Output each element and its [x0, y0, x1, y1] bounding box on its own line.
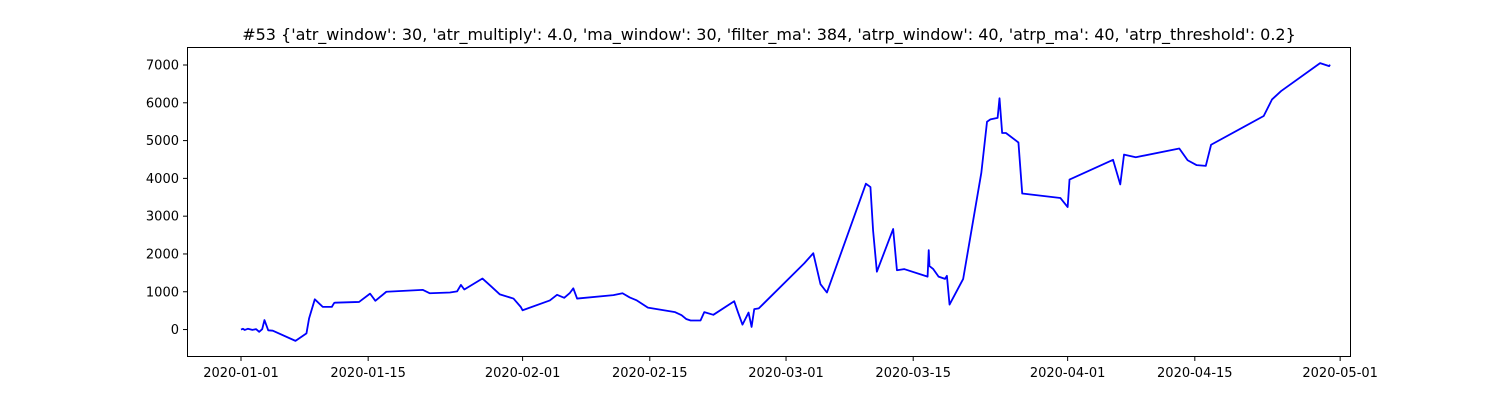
- y-tick-label: 2000: [146, 247, 179, 262]
- x-tick-label: 2020-01-15: [330, 366, 406, 381]
- y-tick-label: 4000: [146, 172, 179, 187]
- x-tick-label: 2020-02-01: [485, 366, 561, 381]
- axes: 2020-01-01 2020-01-15 2020-02-01 2020-02-15…: [146, 59, 1378, 381]
- y-tick-label: 6000: [146, 96, 179, 111]
- y-tick-label: 7000: [146, 59, 179, 74]
- plot-frame: [187, 47, 1351, 357]
- x-tick-label: 2020-04-01: [1030, 366, 1106, 381]
- x-tick-label: 2020-01-01: [203, 366, 279, 381]
- x-tick-label: 2020-02-15: [612, 366, 688, 381]
- chart-title: #53 {'atr_window': 30, 'atr_multiply': 4…: [242, 25, 1296, 45]
- y-tick-label: 1000: [146, 285, 179, 300]
- y-tick-label: 5000: [146, 134, 179, 149]
- y-tick-label: 3000: [146, 210, 179, 225]
- x-tick-label: 2020-04-15: [1157, 366, 1233, 381]
- x-tick-label: 2020-05-01: [1302, 366, 1378, 381]
- x-tick-label: 2020-03-15: [875, 366, 951, 381]
- y-tick-label: 0: [171, 323, 179, 338]
- series-line: [240, 62, 1331, 342]
- series-layer: [240, 62, 1331, 342]
- x-tick-label: 2020-03-01: [748, 366, 824, 381]
